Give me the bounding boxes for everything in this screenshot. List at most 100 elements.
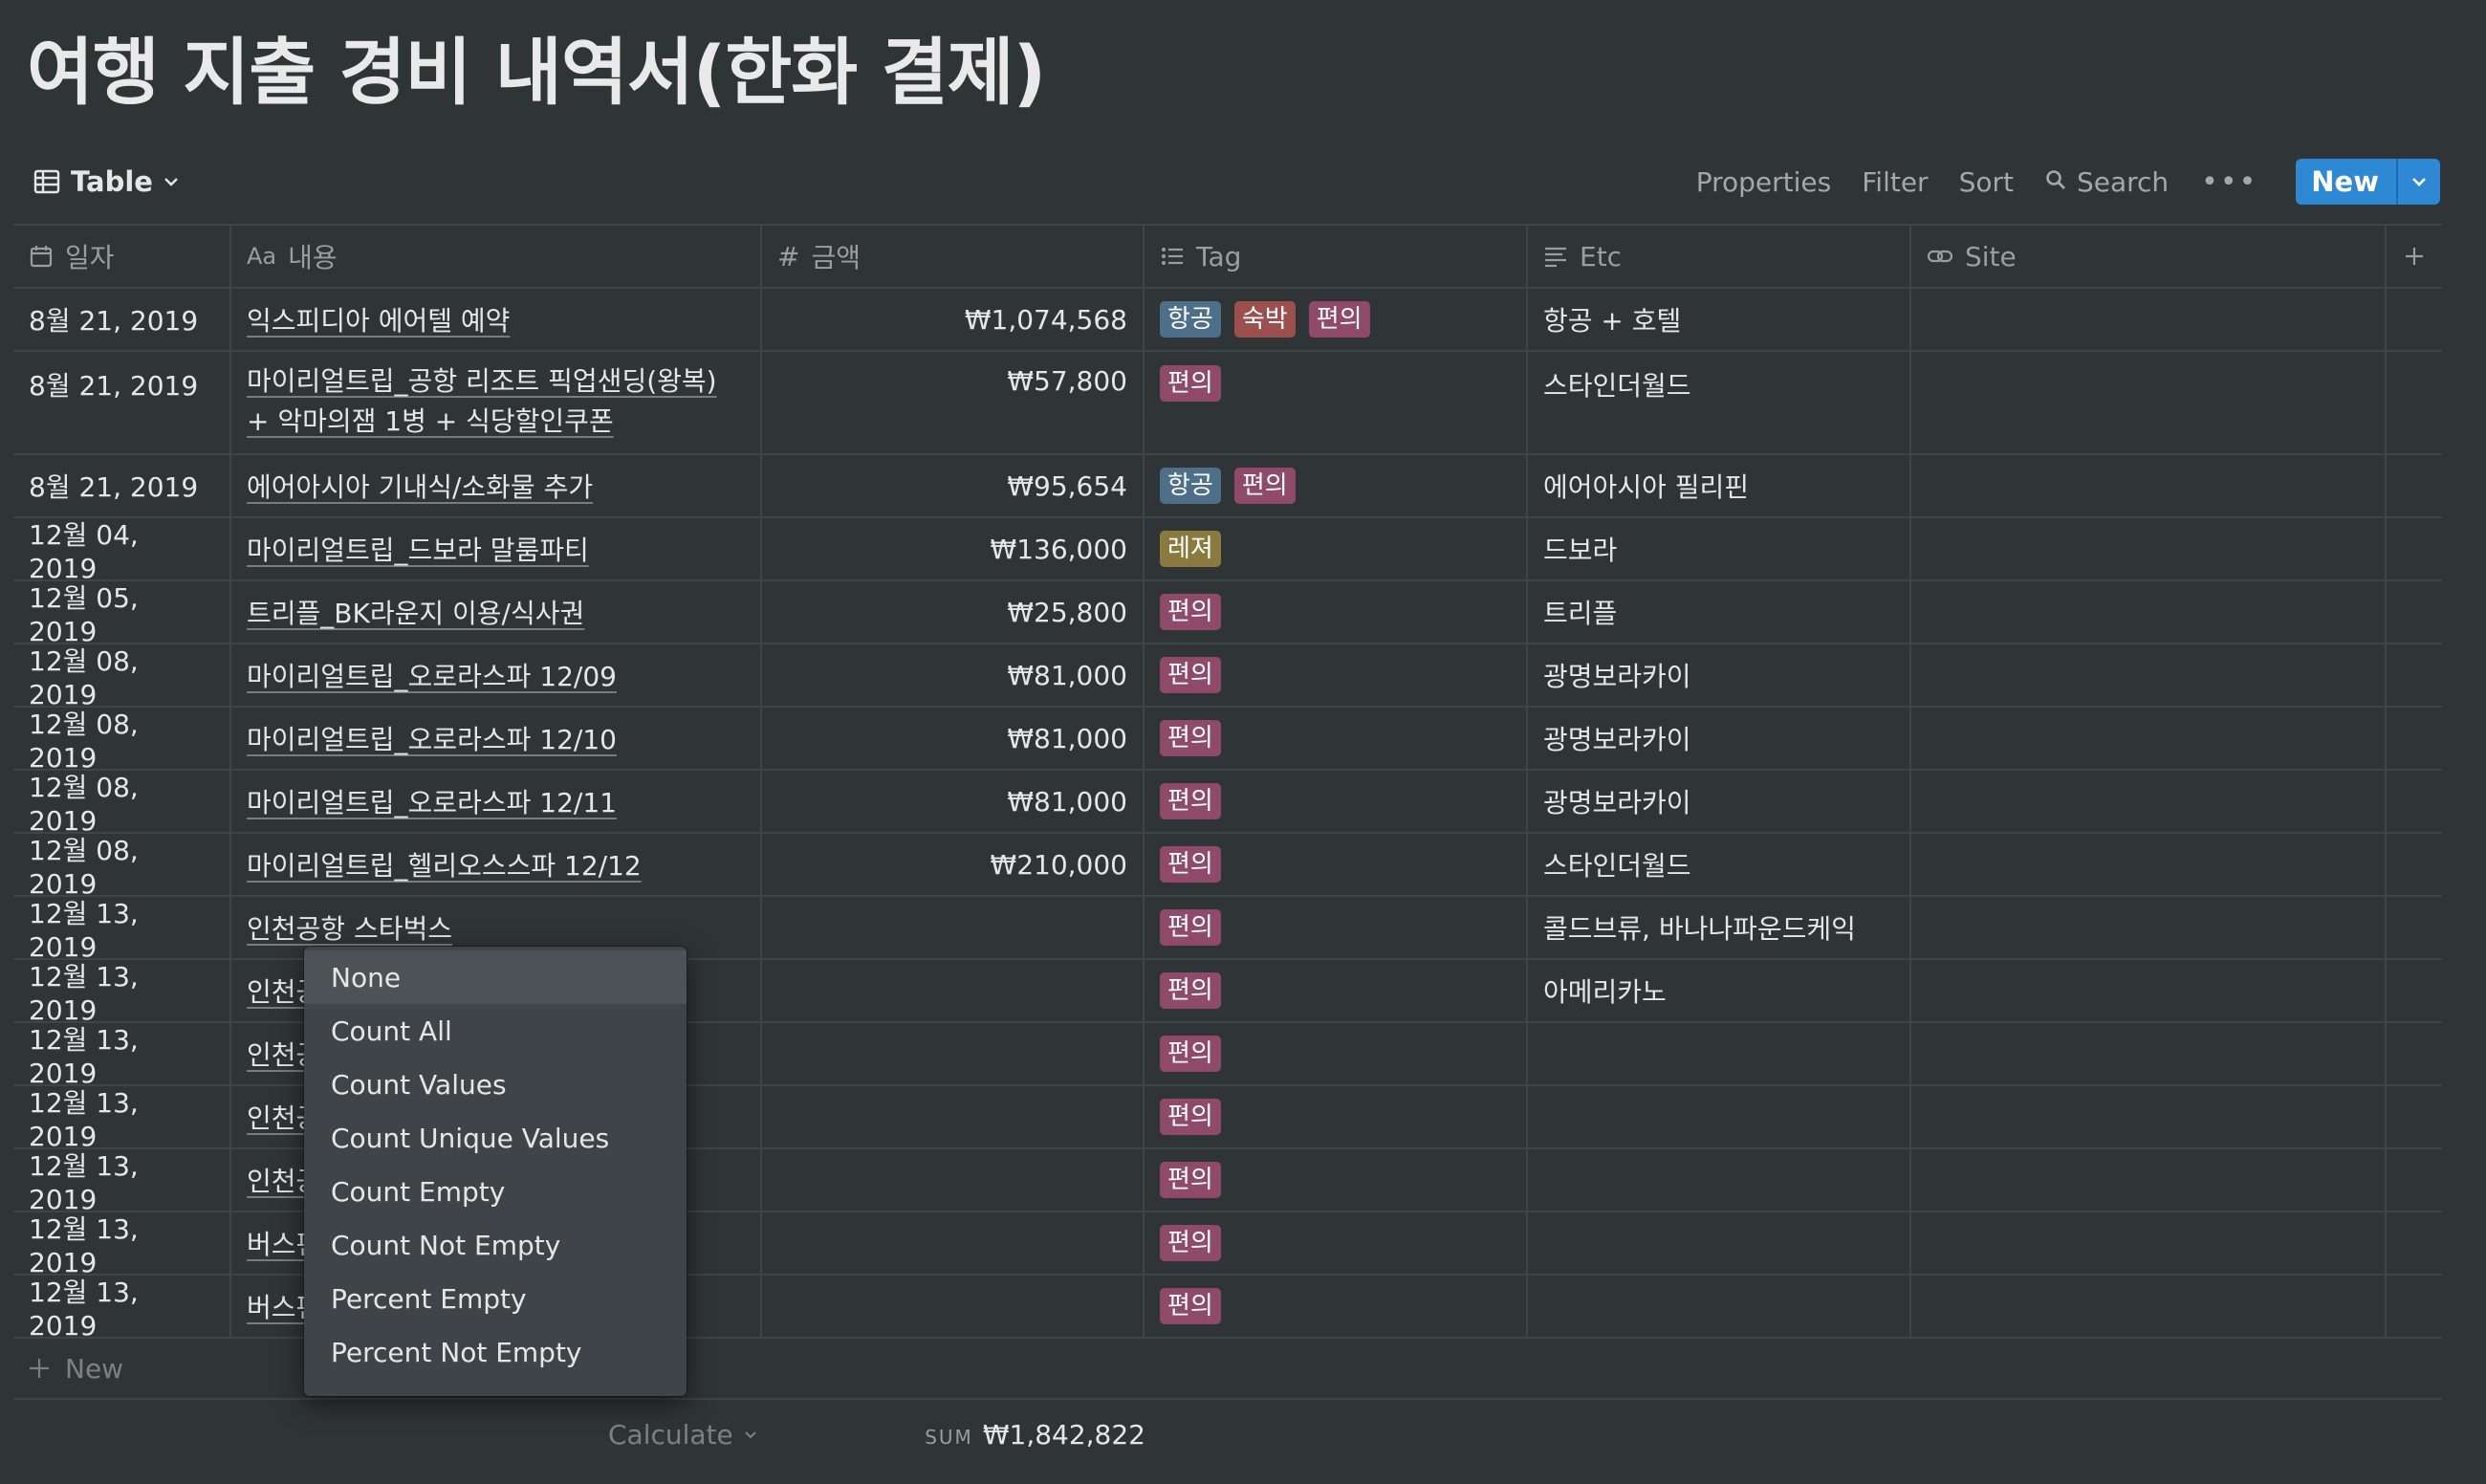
table-row[interactable]: 12월 08, 2019 마이리얼트립_오로라스파 12/10 ₩81,000 편의 광… — [13, 708, 2442, 771]
table-row[interactable]: 12월 13, 2019 인천공항 스타벅스 편의 콜드브류, 바나나파운드케익 — [13, 897, 2442, 960]
name-cell[interactable]: 트리플_BK라운지 이용/식사권 — [231, 581, 762, 643]
etc-cell[interactable]: 항공 + 호텔 — [1528, 289, 1911, 350]
amount-cell[interactable]: ₩57,800 — [762, 352, 1145, 453]
amount-cell[interactable] — [762, 1276, 1145, 1337]
amount-cell[interactable] — [762, 1149, 1145, 1211]
site-cell[interactable] — [1911, 1086, 2387, 1147]
name-cell[interactable]: 마이리얼트립_오로라스파 12/09 — [231, 644, 762, 706]
calc-menu-item[interactable]: Count Values — [331, 1068, 507, 1101]
table-row[interactable]: 8월 21, 2019 에어아시아 기내식/소화물 추가 ₩95,654 항공 편의 에어… — [13, 455, 2442, 518]
tag-cell[interactable]: 편의 — [1145, 834, 1528, 895]
amount-cell[interactable] — [762, 960, 1145, 1021]
date-cell[interactable]: 12월 13, 2019 — [13, 1276, 231, 1337]
site-cell[interactable] — [1911, 771, 2387, 832]
site-cell[interactable] — [1911, 834, 2387, 895]
date-cell[interactable]: 12월 13, 2019 — [13, 897, 231, 958]
table-row[interactable]: 12월 08, 2019 마이리얼트립_오로라스파 12/11 ₩81,000 편의 광… — [13, 771, 2442, 834]
site-cell[interactable] — [1911, 644, 2387, 706]
name-cell[interactable]: 인천공항 스타벅스 — [231, 897, 762, 958]
table-row[interactable]: 12월 13, 2019 인천공 편의 아메리카노 — [13, 960, 2442, 1023]
tag-cell[interactable]: 편의 — [1145, 1276, 1528, 1337]
etc-cell[interactable] — [1528, 1276, 1911, 1337]
tag-cell[interactable]: 편의 — [1145, 897, 1528, 958]
more-options-icon[interactable]: ••• — [2201, 164, 2258, 199]
etc-cell[interactable]: 에어아시아 필리핀 — [1528, 455, 1911, 516]
etc-cell[interactable]: 스타인더월드 — [1528, 352, 1911, 453]
date-cell[interactable]: 12월 13, 2019 — [13, 1212, 231, 1274]
new-dropdown-button[interactable] — [2396, 159, 2440, 205]
date-cell[interactable]: 12월 13, 2019 — [13, 1086, 231, 1147]
column-header-site[interactable]: Site — [1911, 226, 2387, 287]
site-cell[interactable] — [1911, 897, 2387, 958]
tag-cell[interactable]: 편의 — [1145, 1023, 1528, 1084]
etc-cell[interactable] — [1528, 1149, 1911, 1211]
site-cell[interactable] — [1911, 581, 2387, 643]
calc-menu-item[interactable]: Percent Not Empty — [331, 1336, 582, 1368]
etc-cell[interactable]: 광명보라카이 — [1528, 644, 1911, 706]
column-header-tag[interactable]: Tag — [1145, 226, 1528, 287]
date-cell[interactable]: 12월 08, 2019 — [13, 708, 231, 769]
table-row[interactable]: 12월 13, 2019 인천공 편의 — [13, 1086, 2442, 1149]
date-cell[interactable]: 12월 08, 2019 — [13, 771, 231, 832]
tag-cell[interactable]: 편의 — [1145, 1086, 1528, 1147]
amount-cell[interactable]: ₩1,074,568 — [762, 289, 1145, 350]
date-cell[interactable]: 8월 21, 2019 — [13, 352, 231, 453]
amount-cell[interactable]: ₩136,000 — [762, 518, 1145, 579]
etc-cell[interactable]: 트리플 — [1528, 581, 1911, 643]
sort-button[interactable]: Sort — [1958, 165, 2014, 198]
amount-cell[interactable] — [762, 1023, 1145, 1084]
new-button[interactable]: New — [2296, 159, 2396, 205]
date-cell[interactable]: 12월 08, 2019 — [13, 834, 231, 895]
name-cell[interactable]: 마이리얼트립_공항 리조트 픽업샌딩(왕복) + 악마의잼 1병 + 식당할인쿠… — [231, 352, 762, 453]
sum-calculation[interactable]: SUM ₩1,842,822 — [925, 1419, 1145, 1451]
tag-cell[interactable]: 편의 — [1145, 960, 1528, 1021]
date-cell[interactable]: 12월 05, 2019 — [13, 581, 231, 643]
name-cell[interactable]: 마이리얼트립_드보라 말룸파티 — [231, 518, 762, 579]
etc-cell[interactable] — [1528, 1212, 1911, 1274]
calc-menu-item[interactable]: None — [304, 950, 687, 1004]
etc-cell[interactable]: 광명보라카이 — [1528, 708, 1911, 769]
amount-cell[interactable] — [762, 1086, 1145, 1147]
amount-cell[interactable]: ₩95,654 — [762, 455, 1145, 516]
etc-cell[interactable]: 광명보라카이 — [1528, 771, 1911, 832]
date-cell[interactable]: 12월 04, 2019 — [13, 518, 231, 579]
calc-menu-item[interactable]: Count All — [331, 1015, 452, 1047]
amount-cell[interactable]: ₩81,000 — [762, 644, 1145, 706]
name-cell[interactable]: 에어아시아 기내식/소화물 추가 — [231, 455, 762, 516]
etc-cell[interactable]: 콜드브류, 바나나파운드케익 — [1528, 897, 1911, 958]
column-header-amount[interactable]: # 금액 — [762, 226, 1145, 287]
amount-cell[interactable]: ₩25,800 — [762, 581, 1145, 643]
table-row[interactable]: 12월 13, 2019 버스편 편의 — [13, 1276, 2442, 1339]
etc-cell[interactable]: 아메리카노 — [1528, 960, 1911, 1021]
column-header-date[interactable]: 일자 — [13, 226, 231, 287]
etc-cell[interactable]: 드보라 — [1528, 518, 1911, 579]
name-cell[interactable]: 마이리얼트립_오로라스파 12/10 — [231, 708, 762, 769]
tag-cell[interactable]: 편의 — [1145, 1149, 1528, 1211]
calc-menu-item[interactable]: Count Unique Values — [331, 1122, 610, 1154]
site-cell[interactable] — [1911, 1276, 2387, 1337]
table-row[interactable]: 12월 08, 2019 마이리얼트립_헬리오스스파 12/12 ₩210,000 편… — [13, 834, 2442, 897]
table-row[interactable]: 8월 21, 2019 마이리얼트립_공항 리조트 픽업샌딩(왕복) + 악마의잼… — [13, 352, 2442, 455]
name-cell[interactable]: 익스피디아 에어텔 예약 — [231, 289, 762, 350]
site-cell[interactable] — [1911, 352, 2387, 453]
calc-menu-item[interactable]: Percent Empty — [331, 1282, 527, 1315]
date-cell[interactable]: 8월 21, 2019 — [13, 455, 231, 516]
etc-cell[interactable] — [1528, 1086, 1911, 1147]
date-cell[interactable]: 12월 08, 2019 — [13, 644, 231, 706]
view-selector[interactable]: Table — [33, 161, 180, 203]
search-button[interactable]: Search — [2044, 166, 2169, 198]
table-row[interactable]: 12월 08, 2019 마이리얼트립_오로라스파 12/09 ₩81,000 편의 광… — [13, 644, 2442, 708]
name-cell[interactable]: 마이리얼트립_헬리오스스파 12/12 — [231, 834, 762, 895]
site-cell[interactable] — [1911, 1212, 2387, 1274]
site-cell[interactable] — [1911, 1023, 2387, 1084]
properties-button[interactable]: Properties — [1695, 165, 1832, 198]
amount-cell[interactable]: ₩210,000 — [762, 834, 1145, 895]
add-property-button[interactable] — [2387, 226, 2442, 287]
filter-button[interactable]: Filter — [1862, 165, 1929, 198]
calc-menu-item[interactable]: Count Empty — [331, 1175, 506, 1208]
etc-cell[interactable]: 스타인더월드 — [1528, 834, 1911, 895]
date-cell[interactable]: 12월 13, 2019 — [13, 960, 231, 1021]
calc-menu-item[interactable]: Count Not Empty — [331, 1229, 561, 1261]
add-row-button[interactable]: New — [13, 1339, 2442, 1400]
site-cell[interactable] — [1911, 455, 2387, 516]
